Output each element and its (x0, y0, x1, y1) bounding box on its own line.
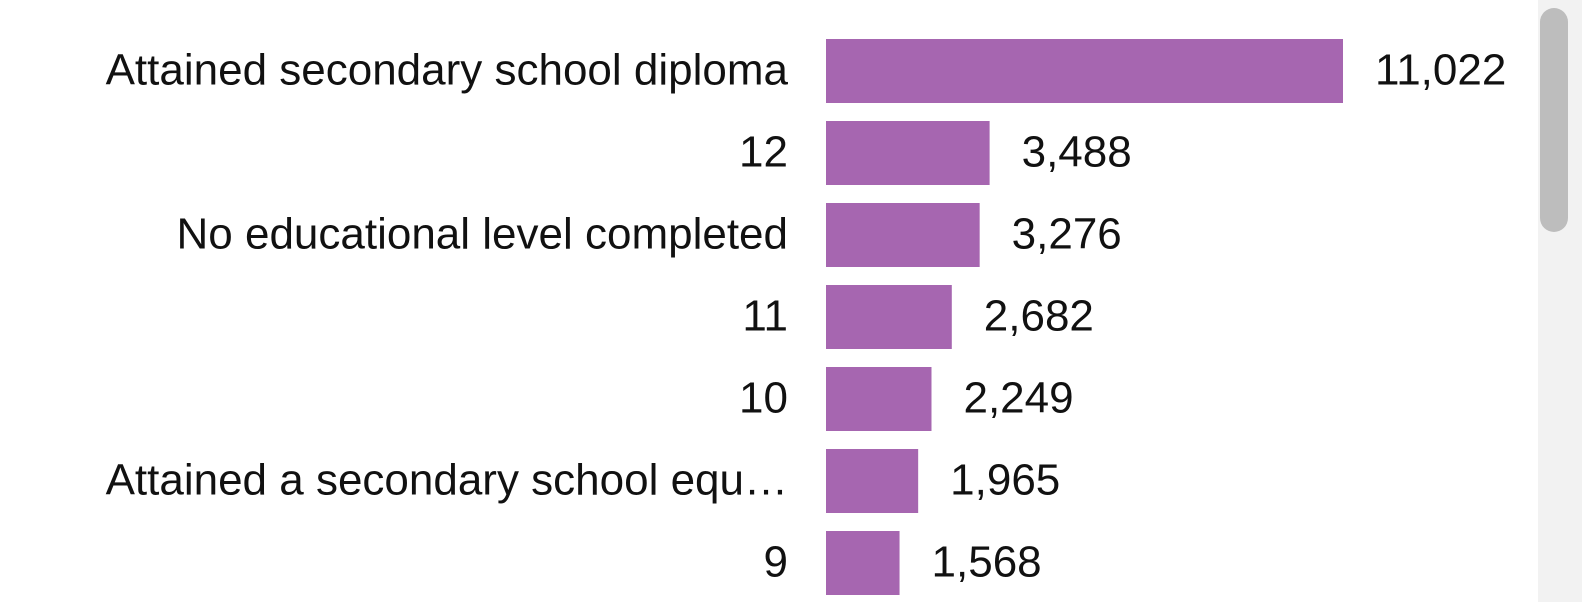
value-label: 1,568 (932, 538, 1042, 587)
value-label: 2,682 (984, 292, 1094, 341)
bar (826, 121, 990, 185)
value-label: 1,965 (950, 456, 1060, 505)
bar (826, 367, 932, 431)
value-label: 3,276 (1012, 210, 1122, 259)
category-label: Attained secondary school diploma (106, 46, 789, 95)
value-label: 2,249 (963, 374, 1073, 423)
category-label: 10 (739, 374, 788, 423)
category-label: 11 (742, 292, 788, 341)
bar (826, 531, 900, 595)
bar (826, 203, 980, 267)
value-label: 3,488 (1022, 128, 1132, 177)
value-label: 11,022 (1375, 46, 1506, 95)
bar (826, 449, 919, 513)
category-label: Attained a secondary school equ… (106, 456, 788, 505)
category-label: 12 (739, 128, 788, 177)
bar (826, 39, 1343, 103)
scrollbar-thumb[interactable] (1540, 8, 1568, 232)
category-label: 9 (764, 538, 788, 587)
category-label: No educational level completed (177, 210, 789, 259)
bar (826, 285, 952, 349)
